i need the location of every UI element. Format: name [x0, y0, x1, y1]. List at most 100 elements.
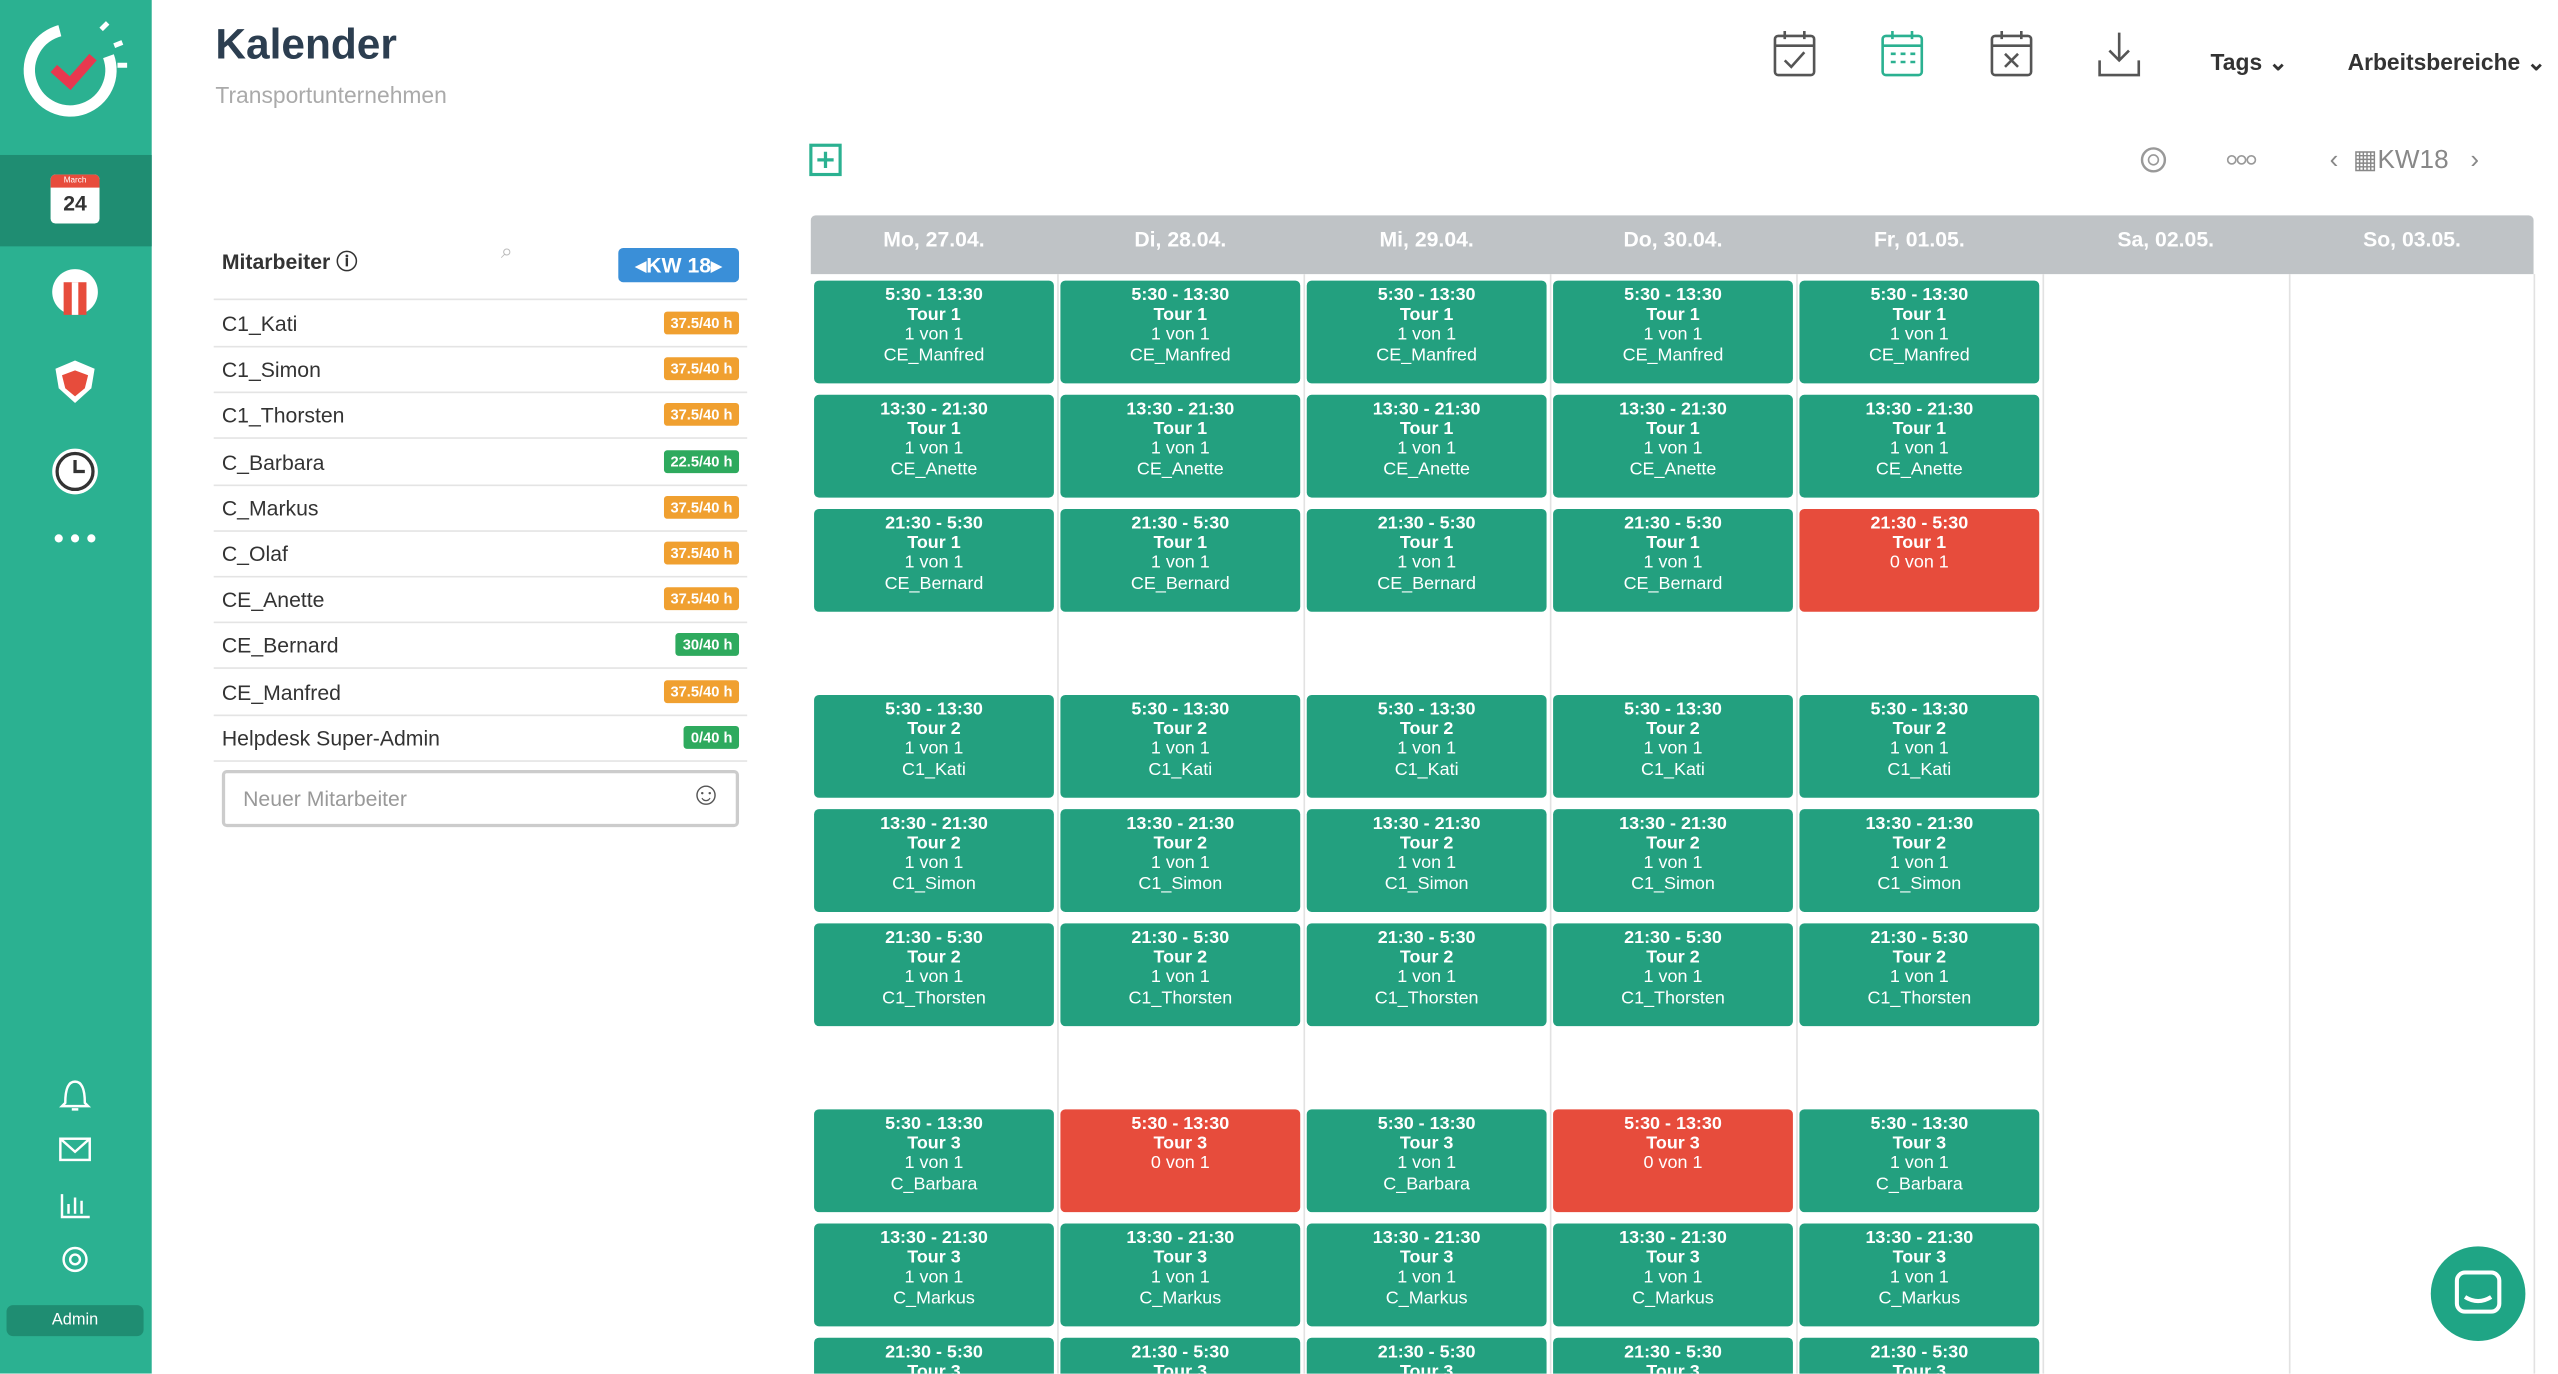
- nav-more[interactable]: [54, 530, 96, 546]
- shift-count: 1 von 1: [904, 439, 964, 460]
- toolbar-icons[interactable]: [1770, 28, 2145, 83]
- shift-tour: Tour 1: [1153, 533, 1208, 554]
- nav-calendar[interactable]: March 24: [0, 154, 152, 247]
- shift-count: 1 von 1: [904, 553, 964, 574]
- shift-count: 1 von 1: [1643, 439, 1703, 460]
- emoji-icon[interactable]: ☺: [689, 776, 723, 813]
- shift-time: 5:30 - 13:30: [885, 699, 983, 720]
- shift-tour: Tour 2: [907, 833, 961, 854]
- hours-badge: 37.5/40 h: [663, 679, 740, 703]
- shift-tour: Tour 2: [907, 719, 961, 740]
- shift-person: CE_Manfred: [1129, 345, 1231, 365]
- user-label[interactable]: Admin: [6, 1305, 144, 1337]
- employee-row: CE_Manfred 37.5/40 h: [213, 668, 748, 716]
- shift-card[interactable]: 21:30 - 5:30 Tour 3: [814, 1337, 1054, 1374]
- shift-tour: Tour 3: [1892, 1248, 1947, 1268]
- hours-badge: 37.5/40 h: [663, 311, 740, 335]
- week-nav[interactable]: ‹ ▦KW18 ›: [2329, 146, 2480, 175]
- shift-time: 5:30 - 13:30: [1131, 285, 1230, 306]
- shift-time: 21:30 - 5:30: [1870, 513, 1969, 534]
- shift-time: 21:30 - 5:30: [885, 928, 983, 948]
- shift-time: 21:30 - 5:30: [1377, 928, 1476, 948]
- chat-button[interactable]: [2429, 1245, 2527, 1343]
- shift-time: 5:30 - 13:30: [1870, 1114, 1969, 1134]
- nav-time[interactable]: [49, 445, 101, 497]
- shift-person: CE_Anette: [1875, 459, 1963, 479]
- shift-time: 13:30 - 21:30: [1865, 814, 1974, 834]
- shift-tour: Tour 1: [907, 305, 961, 325]
- shift-count: 1 von 1: [1643, 553, 1703, 574]
- new-employee-input[interactable]: Neuer Mitarbeiter ☺: [221, 770, 740, 828]
- shift-card[interactable]: 21:30 - 5:30 Tour 3: [1060, 1337, 1301, 1374]
- settings-more[interactable]: [2137, 144, 2268, 177]
- search-icon[interactable]: ⌕: [500, 238, 513, 263]
- shift-person: C1_Simon: [892, 873, 976, 894]
- shift-card[interactable]: 21:30 - 5:30 Tour 3: [1553, 1337, 1793, 1374]
- shift-count: 1 von 1: [1397, 553, 1457, 574]
- shift-tour: Tour 2: [1646, 833, 1700, 854]
- nav-absence[interactable]: [49, 356, 101, 408]
- shift-count: 0 von 1: [1643, 1154, 1703, 1174]
- shift-tour: Tour 1: [1892, 419, 1947, 440]
- shift-time: 13:30 - 21:30: [880, 1228, 988, 1249]
- shift-time: 5:30 - 13:30: [1377, 1114, 1476, 1134]
- shift-card[interactable]: 21:30 - 5:30 Tour 3: [1306, 1337, 1547, 1374]
- shift-time: 21:30 - 5:30: [885, 513, 983, 534]
- shift-count: 1 von 1: [904, 968, 964, 988]
- menu-tags[interactable]: Tags ⌄: [2210, 48, 2288, 76]
- shift-person: C1_Simon: [1384, 873, 1469, 894]
- nav-bottom-icons[interactable]: [59, 1077, 92, 1289]
- shift-person: C1_Thorsten: [1867, 987, 1972, 1008]
- shift-time: 21:30 - 5:30: [1377, 1342, 1476, 1363]
- nav-employees[interactable]: [49, 266, 101, 318]
- week-button[interactable]: ◂KW 18▸: [618, 247, 740, 283]
- shift-time: 13:30 - 21:30: [1372, 399, 1481, 420]
- add-button[interactable]: [809, 143, 842, 177]
- shift-count: 1 von 1: [1889, 968, 1949, 988]
- shift-time: 21:30 - 5:30: [1624, 513, 1722, 534]
- menu-areas[interactable]: Arbeitsbereiche ⌄: [2347, 48, 2546, 76]
- shift-tour: Tour 2: [1399, 948, 1454, 968]
- shift-card[interactable]: 21:30 - 5:30 Tour 3: [1799, 1337, 2040, 1374]
